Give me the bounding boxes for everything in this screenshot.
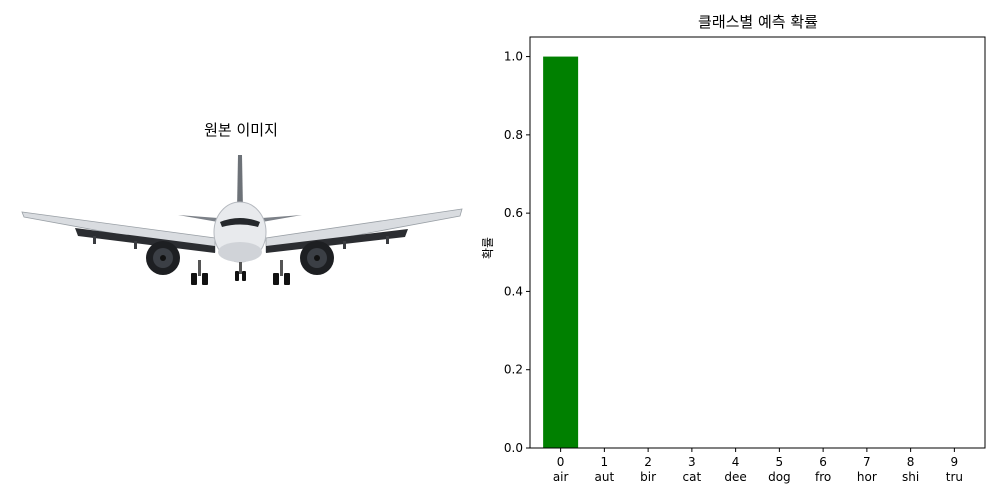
x-tick-index-label: 0 — [557, 455, 565, 469]
x-tick-class-label: hor — [857, 470, 877, 484]
x-tick-class-label: tru — [946, 470, 963, 484]
x-tick-class-label: fro — [815, 470, 831, 484]
y-tick-label: 0.8 — [504, 128, 523, 142]
x-tick-class-label: dee — [724, 470, 746, 484]
x-tick-index-label: 3 — [688, 455, 696, 469]
airplane-image — [21, 155, 463, 285]
bar-0 — [543, 56, 579, 448]
y-tick-label: 0.2 — [504, 363, 523, 377]
y-axis-label: 확률 — [481, 237, 495, 259]
x-tick-index-label: 8 — [907, 455, 915, 469]
x-tick-class-label: cat — [683, 470, 702, 484]
x-tick-index-label: 6 — [819, 455, 827, 469]
x-tick-class-label: bir — [640, 470, 656, 484]
x-tick-index-label: 5 — [776, 455, 784, 469]
x-tick-index-label: 4 — [732, 455, 740, 469]
plot-frame — [529, 36, 986, 449]
x-tick-index-label: 2 — [644, 455, 652, 469]
x-tick-index-label: 9 — [951, 455, 959, 469]
chart-title: 클래스별 예측 확률 — [698, 13, 818, 31]
y-tick-label: 0.6 — [504, 206, 523, 220]
bars-group — [543, 56, 579, 448]
image-title: 원본 이미지 — [204, 121, 278, 139]
x-tick-class-label: shi — [902, 470, 919, 484]
x-tick-index-label: 7 — [863, 455, 871, 469]
y-tick-label: 0.0 — [504, 441, 523, 455]
x-tick-class-label: aut — [595, 470, 615, 484]
x-tick-class-label: air — [553, 470, 569, 484]
y-tick-label: 0.4 — [504, 284, 523, 298]
y-ticks-group: 0.0 0.2 0.4 0.6 0.8 1.0 — [504, 50, 530, 455]
x-tick-class-label: dog — [768, 470, 791, 484]
y-tick-label: 1.0 — [504, 50, 523, 64]
x-tick-index-label: 1 — [601, 455, 609, 469]
